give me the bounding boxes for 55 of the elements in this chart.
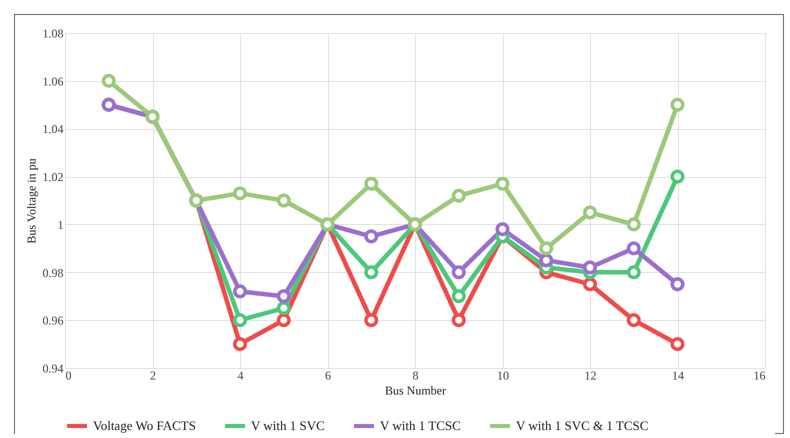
x-axis-title: Bus Number xyxy=(385,384,446,398)
y-axis-title: Bus Voltage in pu xyxy=(24,158,38,244)
y-tick-label: 0.96 xyxy=(42,314,64,328)
x-tick-label: 8 xyxy=(412,368,418,382)
point xyxy=(670,277,684,292)
y-tick-label: 1 xyxy=(58,218,64,232)
point xyxy=(276,194,291,208)
y-tick-label: 0.98 xyxy=(42,266,64,280)
point xyxy=(102,74,116,88)
y-tick-label: 1.04 xyxy=(42,122,64,136)
point xyxy=(670,337,684,352)
x-tick-label: 0 xyxy=(66,368,72,382)
point xyxy=(452,188,466,203)
point xyxy=(583,260,597,274)
x-tick-label: 12 xyxy=(584,368,596,382)
point xyxy=(364,229,378,244)
point xyxy=(276,301,291,316)
point xyxy=(233,313,247,328)
point xyxy=(233,186,247,200)
point xyxy=(626,217,641,232)
point xyxy=(452,313,466,328)
point xyxy=(670,170,684,184)
point xyxy=(539,241,554,256)
point xyxy=(626,265,641,280)
x-tick-label: 16 xyxy=(754,368,766,382)
x-tick-label: 10 xyxy=(497,368,509,382)
y-tick-label: 1.02 xyxy=(42,170,64,184)
x-tick-label: 2 xyxy=(150,368,156,382)
legend-label: V with 1 SVC xyxy=(251,418,325,433)
point xyxy=(583,205,597,220)
point xyxy=(670,98,684,112)
x-tick-label: 6 xyxy=(325,368,331,382)
point xyxy=(539,253,554,268)
x-tick-label: 4 xyxy=(238,368,244,382)
point xyxy=(276,289,291,304)
point xyxy=(233,337,247,352)
point xyxy=(626,313,641,328)
point xyxy=(233,284,247,298)
point xyxy=(364,313,378,328)
point xyxy=(496,222,510,236)
legend-label: V with 1 TCSC xyxy=(380,418,461,433)
x-tick-label: 14 xyxy=(672,368,684,382)
point xyxy=(496,176,510,191)
legend-label: V with 1 SVC & 1 TCSC xyxy=(516,418,648,433)
point xyxy=(276,313,291,328)
y-tick-label: 1.08 xyxy=(42,26,64,40)
point xyxy=(452,289,466,304)
point xyxy=(626,241,641,256)
y-tick-label: 1.06 xyxy=(42,74,64,88)
legend-label: Voltage Wo FACTS xyxy=(93,418,196,433)
point xyxy=(364,265,378,280)
point xyxy=(452,265,466,280)
point xyxy=(364,176,378,191)
point xyxy=(583,277,597,292)
y-tick-label: 0.94 xyxy=(42,362,64,376)
